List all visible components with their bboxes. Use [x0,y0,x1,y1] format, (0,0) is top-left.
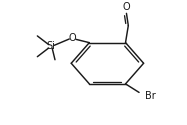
Text: O: O [123,2,130,12]
Text: Si: Si [47,41,56,51]
Text: O: O [69,33,76,43]
Text: Br: Br [145,91,155,101]
